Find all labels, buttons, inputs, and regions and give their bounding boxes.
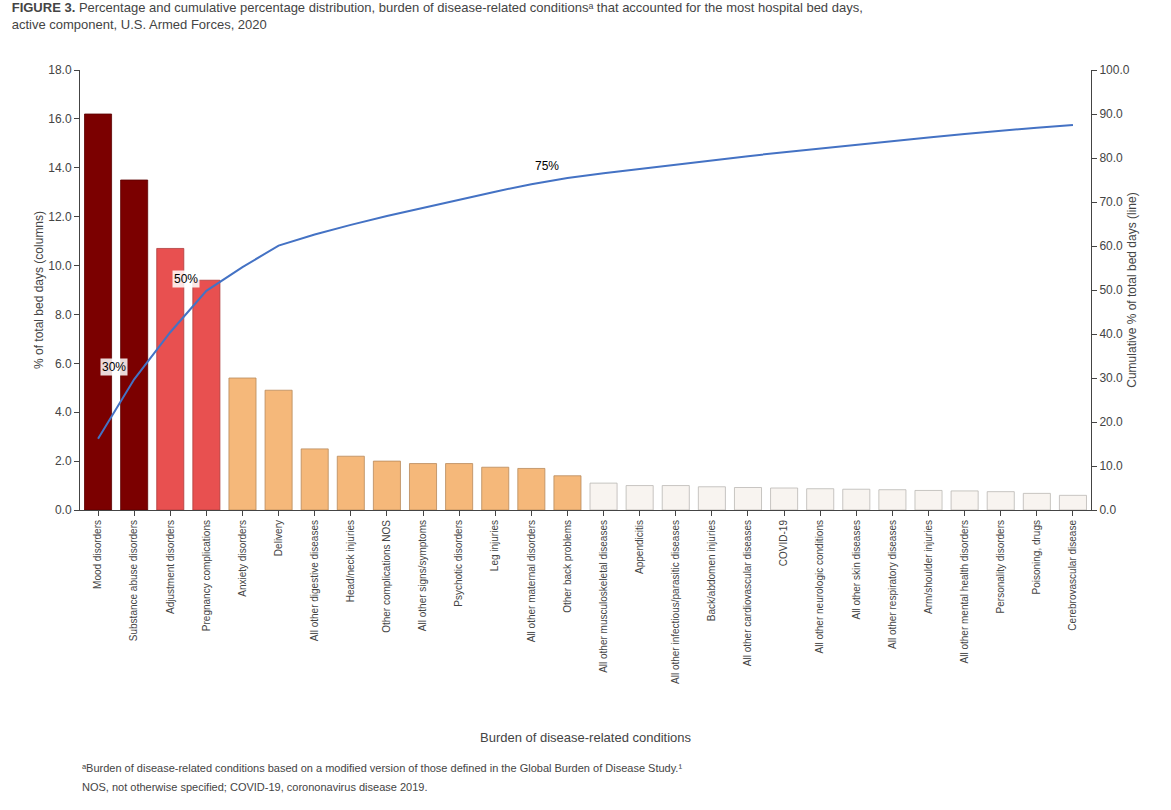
svg-text:Other back problems: Other back problems (562, 520, 573, 613)
svg-text:100.0: 100.0 (1099, 63, 1129, 77)
svg-text:2.0: 2.0 (55, 454, 72, 468)
svg-text:8.0: 8.0 (55, 308, 72, 322)
svg-text:Head/neck injuries: Head/neck injuries (345, 520, 356, 602)
svg-text:Poisoning, drugs: Poisoning, drugs (1031, 520, 1042, 595)
svg-text:Other complications NOS: Other complications NOS (381, 520, 392, 633)
svg-text:Burden of disease-related cond: Burden of disease-related conditions (480, 730, 692, 745)
svg-text:Adjustment disorders: Adjustment disorders (165, 520, 176, 614)
svg-text:All other maternal disorders: All other maternal disorders (526, 520, 537, 642)
svg-text:ᵃBurden of disease-related con: ᵃBurden of disease-related conditions ba… (82, 762, 682, 774)
svg-text:Arm/shoulder injuries: Arm/shoulder injuries (923, 520, 934, 614)
svg-text:All other infectious/parasitic: All other infectious/parasitic diseases (670, 520, 681, 684)
svg-text:All other skin diseases: All other skin diseases (851, 520, 862, 620)
svg-text:All other musculoskeletal dise: All other musculoskeletal diseases (598, 520, 609, 673)
svg-text:Personality disorders: Personality disorders (995, 520, 1006, 613)
svg-text:Anxiety disorders: Anxiety disorders (237, 520, 248, 597)
svg-text:Substance abuse disorders: Substance abuse disorders (128, 520, 139, 641)
svg-text:All other neurologic condition: All other neurologic conditions (814, 520, 825, 653)
svg-text:4.0: 4.0 (55, 405, 72, 419)
svg-text:14.0: 14.0 (48, 161, 72, 175)
svg-text:Mood disorders: Mood disorders (92, 520, 103, 589)
svg-text:Cerebrovascular disease: Cerebrovascular disease (1067, 520, 1078, 631)
svg-text:10.0: 10.0 (1099, 459, 1123, 473)
svg-text:Appendicitis: Appendicitis (634, 520, 645, 574)
svg-text:Psychotic disorders: Psychotic disorders (453, 520, 464, 607)
svg-text:Leg injuries: Leg injuries (489, 520, 500, 571)
svg-text:All other digestive diseases: All other digestive diseases (309, 520, 320, 641)
svg-text:16.0: 16.0 (48, 112, 72, 126)
svg-text:Delivery: Delivery (273, 520, 284, 556)
svg-text:70.0: 70.0 (1099, 195, 1123, 209)
svg-text:12.0: 12.0 (48, 210, 72, 224)
svg-text:All other respiratory diseases: All other respiratory diseases (887, 520, 898, 649)
svg-text:50.0: 50.0 (1099, 283, 1123, 297)
svg-text:All other mental health disord: All other mental health disorders (959, 520, 970, 663)
svg-text:80.0: 80.0 (1099, 151, 1123, 165)
svg-text:All other signs/symptoms: All other signs/symptoms (417, 520, 428, 631)
svg-text:Back/abdomen injuries: Back/abdomen injuries (706, 520, 717, 621)
svg-text:6.0: 6.0 (55, 357, 72, 371)
svg-text:FIGURE 3. Percentage and cumul: FIGURE 3. Percentage and cumulative perc… (12, 0, 863, 32)
svg-text:60.0: 60.0 (1099, 239, 1123, 253)
svg-text:18.0: 18.0 (48, 63, 72, 77)
svg-text:30%: 30% (102, 360, 126, 374)
svg-text:20.0: 20.0 (1099, 415, 1123, 429)
svg-text:All other cardiovascular disea: All other cardiovascular diseases (742, 520, 753, 666)
svg-text:NOS, not otherwise specified;: NOS, not otherwise specified; COVID-19, … (82, 781, 427, 793)
svg-text:90.0: 90.0 (1099, 107, 1123, 121)
svg-text:% of total bed days (columns): % of total bed days (columns) (32, 211, 46, 369)
svg-text:Cumulative % of total bed days: Cumulative % of total bed days (line) (1125, 192, 1139, 387)
svg-text:0.0: 0.0 (55, 503, 72, 517)
svg-text:75%: 75% (535, 159, 559, 173)
svg-text:Pregnancy complications: Pregnancy complications (201, 520, 212, 631)
svg-text:50%: 50% (174, 272, 198, 286)
svg-text:0.0: 0.0 (1099, 503, 1116, 517)
svg-text:40.0: 40.0 (1099, 327, 1123, 341)
svg-text:10.0: 10.0 (48, 259, 72, 273)
svg-text:COVID-19: COVID-19 (778, 520, 789, 567)
svg-text:30.0: 30.0 (1099, 371, 1123, 385)
